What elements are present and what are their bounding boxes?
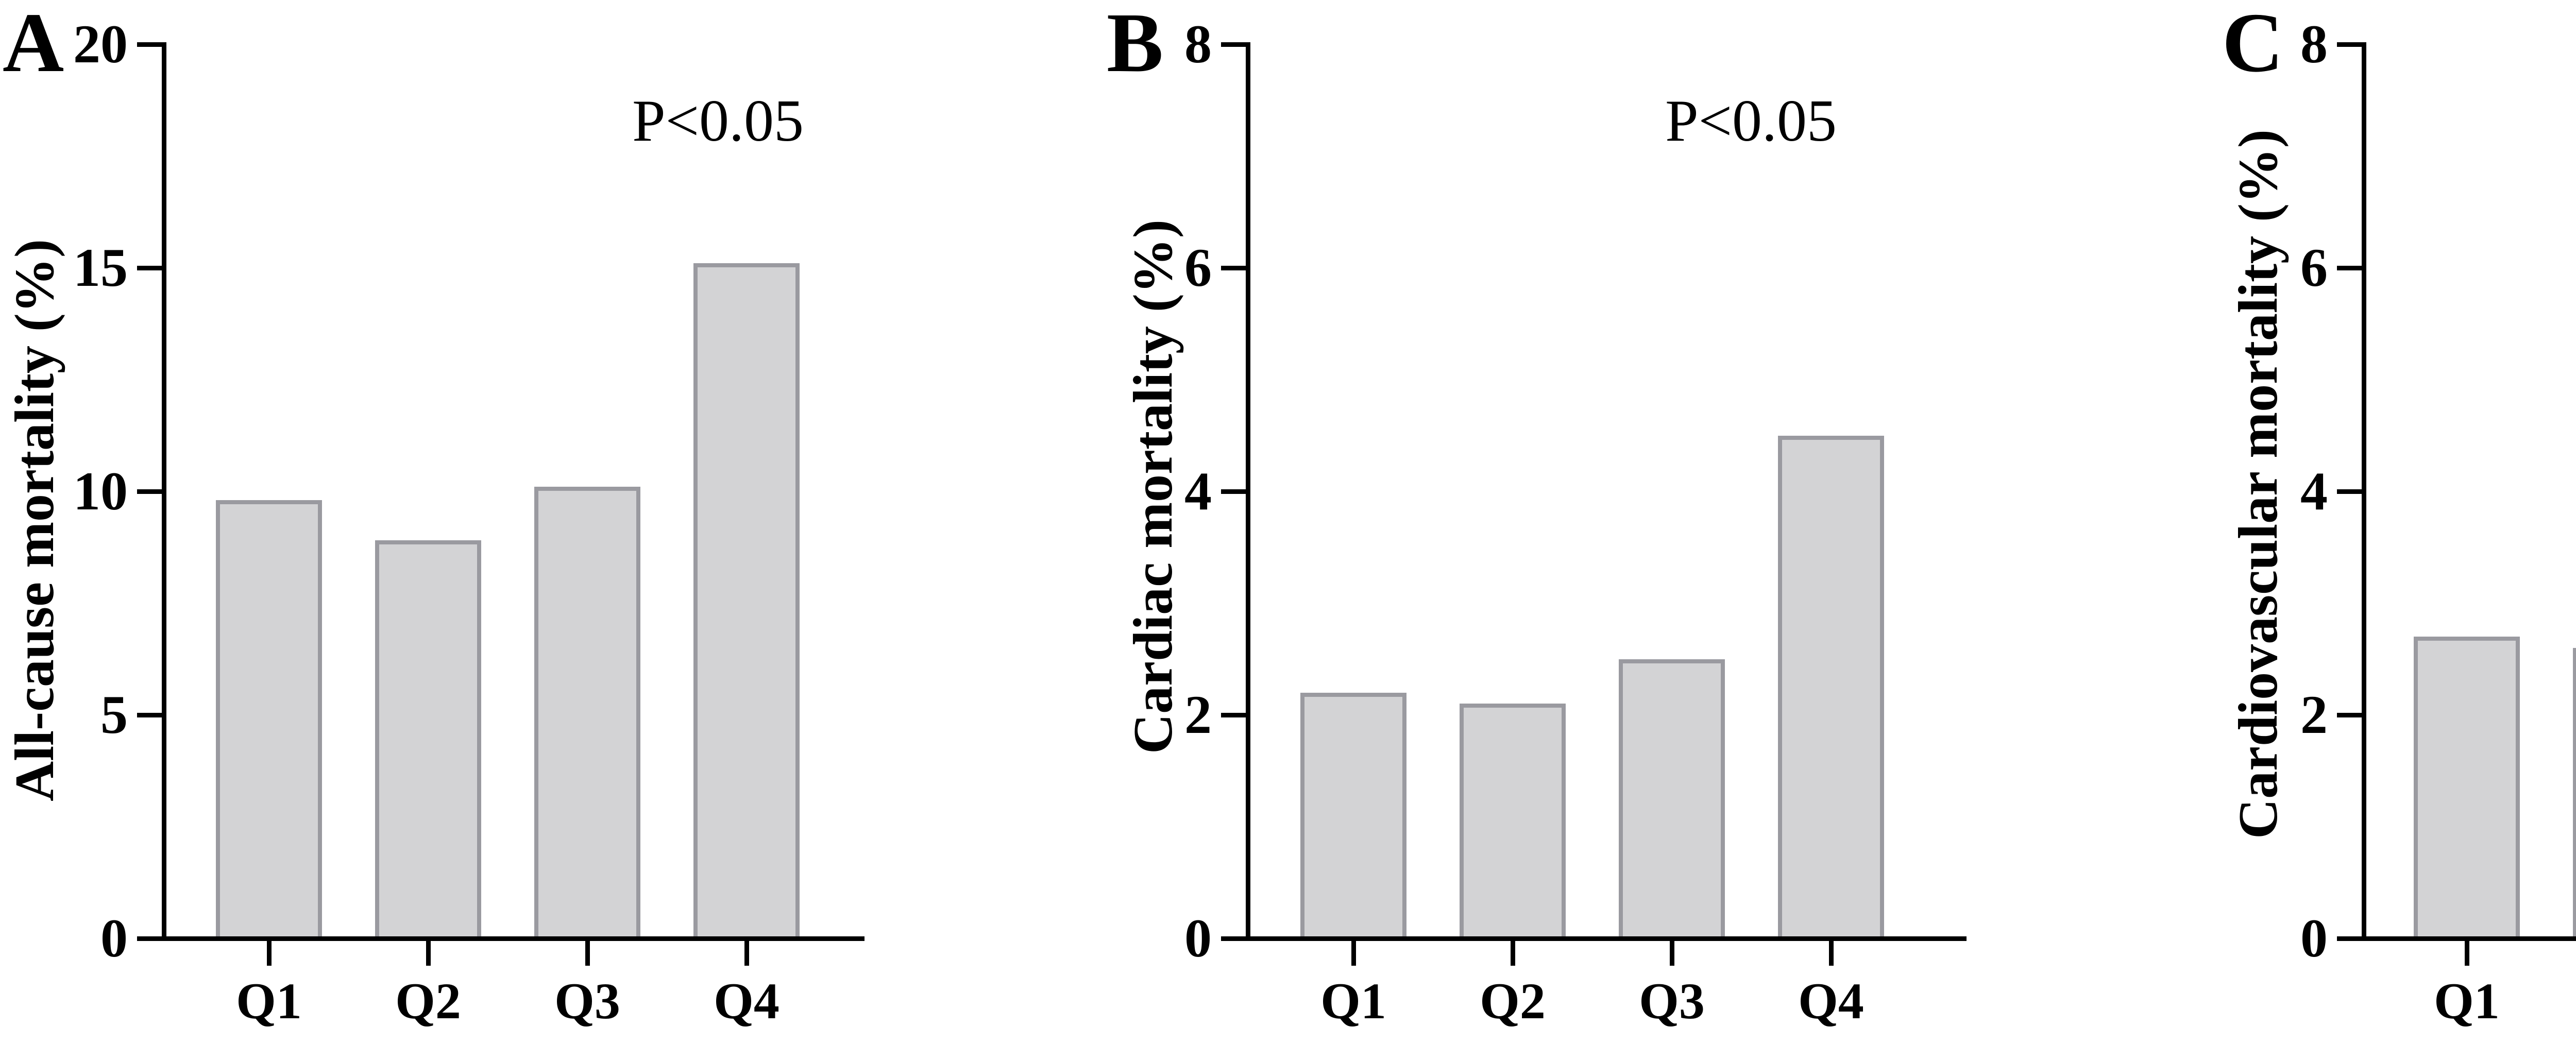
y-tick-label: 2	[2300, 684, 2328, 745]
x-tick	[585, 940, 590, 966]
x-tick	[1828, 940, 1834, 966]
y-tick-label: 15	[73, 237, 128, 298]
y-tick	[137, 489, 162, 494]
y-tick	[2336, 489, 2362, 494]
y-tick	[2336, 265, 2362, 270]
x-tick	[1510, 940, 1515, 966]
x-tick	[2464, 940, 2469, 966]
y-tick-label: 0	[2300, 908, 2328, 968]
bar-q4	[693, 263, 800, 940]
x-tick-label: Q3	[1639, 972, 1705, 1030]
x-tick-label: Q3	[554, 972, 620, 1030]
bar-q3	[534, 487, 640, 940]
y-tick	[1221, 42, 1246, 47]
y-tick-label: 20	[73, 14, 128, 74]
p-value-annotation-a: P<0.05	[632, 88, 804, 154]
x-tick-label: Q2	[1480, 972, 1546, 1030]
y-tick-label: 6	[2300, 237, 2328, 298]
x-axis-line	[161, 936, 865, 941]
y-tick-label: 2	[1184, 684, 1212, 745]
x-tick	[426, 940, 431, 966]
y-axis-line	[161, 42, 166, 941]
y-tick	[137, 42, 162, 47]
y-tick	[2336, 42, 2362, 47]
x-tick-label: Q4	[714, 972, 779, 1030]
x-axis-line	[2361, 936, 2576, 941]
y-tick	[2336, 936, 2362, 941]
bar-q3	[1619, 659, 1725, 940]
y-tick-label: 6	[1184, 237, 1212, 298]
y-tick	[137, 265, 162, 270]
x-tick-label: Q4	[1798, 972, 1864, 1030]
y-tick-label: 4	[1184, 461, 1212, 521]
y-tick-label: 4	[2300, 461, 2328, 521]
y-tick	[2336, 712, 2362, 717]
y-tick-label: 5	[100, 684, 128, 745]
y-tick	[1221, 489, 1246, 494]
x-tick-label: Q1	[236, 972, 302, 1030]
panel-letter-a: A	[3, 0, 64, 90]
y-tick-label: 8	[1184, 14, 1212, 74]
x-tick	[744, 940, 749, 966]
bar-q1	[216, 500, 322, 940]
y-tick	[1221, 712, 1246, 717]
y-tick	[137, 712, 162, 717]
bar-q1	[2414, 637, 2520, 940]
panel-letter-b: B	[1107, 0, 1164, 90]
x-tick	[1669, 940, 1674, 966]
y-axis-line	[2361, 42, 2366, 941]
p-value-annotation-c: P<0.05	[2468, 84, 2576, 159]
bar-q4	[1778, 435, 1884, 940]
y-tick	[1221, 265, 1246, 270]
bar-q2	[1460, 704, 1566, 940]
y-tick	[1221, 936, 1246, 941]
x-tick	[1351, 940, 1356, 966]
y-tick-label: 8	[2300, 14, 2328, 74]
p-value-annotation-b: P<0.05	[1665, 88, 1837, 154]
x-tick	[266, 940, 272, 966]
y-tick	[137, 936, 162, 941]
x-tick-label: Q2	[2523, 971, 2576, 1031]
x-tick-label: Q2	[395, 972, 461, 1030]
y-tick-label: 0	[1184, 908, 1212, 968]
bar-q2	[2573, 647, 2576, 940]
y-tick-label: 10	[73, 461, 128, 521]
y-axis-line	[1245, 42, 1250, 941]
panel-letter-c: C	[2222, 0, 2284, 90]
bar-q1	[1300, 692, 1406, 940]
y-tick-label: 0	[100, 908, 128, 968]
bar-q2	[375, 540, 481, 940]
x-tick-label: Q1	[2434, 972, 2500, 1030]
x-axis-line	[1245, 936, 1967, 941]
x-tick-label: Q1	[1320, 972, 1386, 1030]
